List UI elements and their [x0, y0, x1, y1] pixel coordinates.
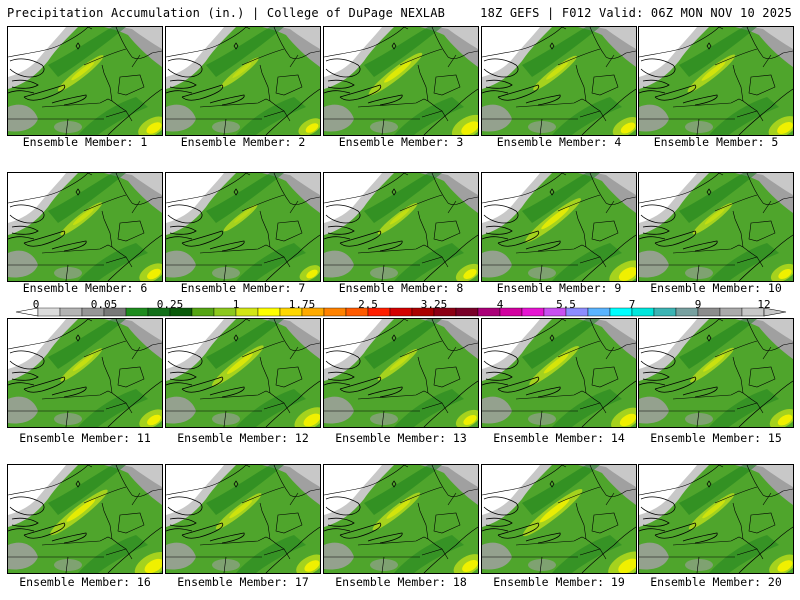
- ensemble-member-map-2: [165, 26, 321, 136]
- precip-map-svg: [166, 173, 320, 281]
- precip-map-svg: [482, 27, 636, 135]
- ensemble-member-label: Ensemble Member: 14: [493, 431, 625, 445]
- colorbar-tick-label: 0: [32, 298, 40, 311]
- precip-map-svg: [639, 319, 793, 427]
- colorbar-segment: [587, 307, 611, 317]
- colorbar-segment: [653, 307, 677, 317]
- ensemble-member-label: Ensemble Member: 2: [180, 135, 306, 149]
- ensemble-member-label: Ensemble Member: 3: [338, 135, 464, 149]
- precip-map-svg: [482, 319, 636, 427]
- ensemble-member-label: Ensemble Member: 11: [19, 431, 151, 445]
- ensemble-member-label: Ensemble Member: 15: [650, 431, 782, 445]
- ensemble-member-label: Ensemble Member: 12: [177, 431, 309, 445]
- precip-map-svg: [8, 27, 162, 135]
- precip-map-svg: [324, 173, 478, 281]
- colorbar-tick-label: 5.5: [556, 298, 576, 311]
- colorbar-segment: [455, 307, 479, 317]
- colorbar-tick-label: 4: [496, 298, 504, 311]
- ensemble-member-label: Ensemble Member: 5: [653, 135, 779, 149]
- colorbar-tick-label: 1.75: [288, 298, 316, 311]
- precip-map-svg: [639, 465, 793, 573]
- ensemble-member-label: Ensemble Member: 19: [493, 575, 625, 589]
- ensemble-member-label: Ensemble Member: 6: [22, 281, 148, 295]
- ensemble-member-map-16: [7, 464, 163, 574]
- colorbar-tick-label: 1: [232, 298, 240, 311]
- ensemble-member-map-14: [481, 318, 637, 428]
- precip-map-svg: [324, 319, 478, 427]
- ensemble-member-map-18: [323, 464, 479, 574]
- ensemble-member-label: Ensemble Member: 8: [338, 281, 464, 295]
- ensemble-member-label: Ensemble Member: 17: [177, 575, 309, 589]
- ensemble-member-map-4: [481, 26, 637, 136]
- colorbar-tick-label: 0.05: [90, 298, 118, 311]
- precip-map-svg: [166, 319, 320, 427]
- colorbar-segment: [389, 307, 413, 317]
- ensemble-member-label: Ensemble Member: 1: [22, 135, 148, 149]
- precip-colorbar: [0, 298, 800, 320]
- ensemble-member-label: Ensemble Member: 7: [180, 281, 306, 295]
- ensemble-member-map-9: [481, 172, 637, 282]
- colorbar-max-arrow: [763, 307, 787, 317]
- ensemble-member-map-15: [638, 318, 794, 428]
- colorbar-tick-label: 7: [628, 298, 636, 311]
- ensemble-member-map-11: [7, 318, 163, 428]
- precip-map-svg: [482, 465, 636, 573]
- colorbar-tick-label: 12: [757, 298, 771, 311]
- ensemble-member-map-8: [323, 172, 479, 282]
- colorbar-segment: [59, 307, 83, 317]
- ensemble-member-map-12: [165, 318, 321, 428]
- colorbar-tick-label: 2.5: [358, 298, 378, 311]
- colorbar-segment: [191, 307, 215, 317]
- ensemble-member-label: Ensemble Member: 13: [335, 431, 467, 445]
- colorbar-segment: [37, 307, 61, 317]
- precip-map-svg: [8, 319, 162, 427]
- ensemble-member-label: Ensemble Member: 4: [496, 135, 622, 149]
- ensemble-member-map-5: [638, 26, 794, 136]
- colorbar-tick-label: 3.25: [420, 298, 448, 311]
- ensemble-member-map-19: [481, 464, 637, 574]
- precip-map-svg: [8, 173, 162, 281]
- ensemble-member-map-6: [7, 172, 163, 282]
- precip-map-svg: [482, 173, 636, 281]
- model-run-info: 18Z GEFS | F012 Valid: 06Z MON NOV 10 20…: [480, 6, 792, 20]
- precip-map-svg: [166, 27, 320, 135]
- ensemble-member-label: Ensemble Member: 16: [19, 575, 151, 589]
- precip-map-svg: [166, 465, 320, 573]
- colorbar-segment: [521, 307, 545, 317]
- colorbar-segment: [125, 307, 149, 317]
- ensemble-member-map-17: [165, 464, 321, 574]
- precip-map-svg: [324, 27, 478, 135]
- precip-map-svg: [639, 173, 793, 281]
- ensemble-member-map-3: [323, 26, 479, 136]
- colorbar-tick-label: 0.25: [156, 298, 184, 311]
- ensemble-member-label: Ensemble Member: 10: [650, 281, 782, 295]
- colorbar-tick-label: 9: [694, 298, 702, 311]
- ensemble-member-map-1: [7, 26, 163, 136]
- colorbar-segment: [719, 307, 743, 317]
- ensemble-member-label: Ensemble Member: 20: [650, 575, 782, 589]
- precip-map-svg: [324, 465, 478, 573]
- ensemble-member-map-10: [638, 172, 794, 282]
- ensemble-member-label: Ensemble Member: 9: [496, 281, 622, 295]
- colorbar-segment: [323, 307, 347, 317]
- precip-map-svg: [639, 27, 793, 135]
- ensemble-member-label: Ensemble Member: 18: [335, 575, 467, 589]
- ensemble-member-map-13: [323, 318, 479, 428]
- precip-map-svg: [8, 465, 162, 573]
- map-title: Precipitation Accumulation (in.) | Colle…: [7, 6, 446, 20]
- ensemble-member-map-7: [165, 172, 321, 282]
- ensemble-member-map-20: [638, 464, 794, 574]
- colorbar-segment: [257, 307, 281, 317]
